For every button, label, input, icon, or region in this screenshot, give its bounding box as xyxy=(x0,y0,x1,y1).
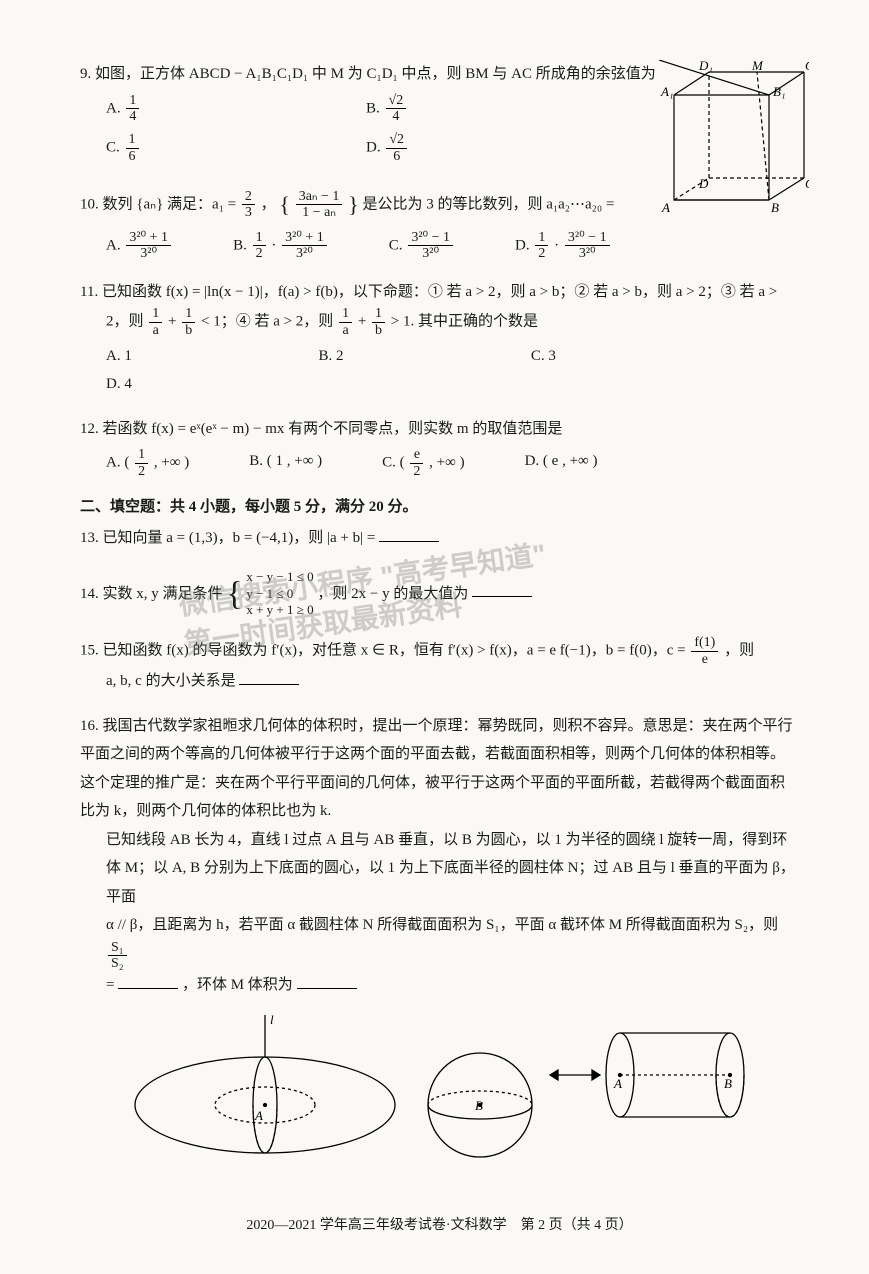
page-footer: 2020—2021 学年高三年级考试卷·文科数学 第 2 页（共 4 页） xyxy=(80,1214,799,1234)
svg-text:l: l xyxy=(270,1012,274,1027)
q16-blank-1 xyxy=(118,973,178,989)
svg-text:C₁: C₁ xyxy=(805,60,809,73)
q16-figures: l A B A B xyxy=(80,1010,799,1191)
q9-num: 9. xyxy=(80,66,91,82)
question-10: 10. 数列 {aₙ} 满足：a₁ = 23 ， { 3aₙ − 11 − aₙ… xyxy=(80,184,799,262)
svg-text:C: C xyxy=(805,176,809,191)
q15-blank xyxy=(239,669,299,685)
q11-opt-a: A. 1 xyxy=(106,342,258,371)
q14-blank xyxy=(472,581,532,597)
q9-stem: 如图，正方体 ABCD − A₁B₁C₁D₁ 中 M 为 C₁D₁ 中点，则 B… xyxy=(95,66,656,82)
question-12: 12. 若函数 f(x) = eˣ(eˣ − m) − mx 有两个不同零点，则… xyxy=(80,415,799,479)
q11-opt-c: C. 3 xyxy=(531,342,683,371)
section-2-title: 二、填空题：共 4 小题，每小题 5 分，满分 20 分。 xyxy=(80,495,799,516)
question-14: 14. 实数 x, y 满足条件 { x − y − 1 ≤ 0 y − 1 ≤… xyxy=(80,569,799,620)
question-15: 15. 已知函数 f(x) 的导函数为 f′(x)，对任意 x ∈ R，恒有 f… xyxy=(80,635,799,695)
q9-opt-b: B. √24 xyxy=(366,89,626,129)
q10-opt-c: C. 3²⁰ − 13²⁰ xyxy=(389,230,455,262)
svg-text:A: A xyxy=(613,1076,622,1091)
q13-blank xyxy=(379,526,439,542)
q10-opt-b: B. 12 · 3²⁰ + 13²⁰ xyxy=(233,230,329,262)
q12-num: 12. xyxy=(80,421,99,437)
question-9: 9. 如图，正方体 ABCD − A₁B₁C₁D₁ 中 M 为 C₁D₁ 中点，… xyxy=(80,60,799,168)
exam-page: A₁ B₁ C₁ D₁ M A B C D 9. 如图，正方体 ABCD − A… xyxy=(0,0,869,1274)
q9-opt-d: D. √26 xyxy=(366,128,626,168)
q12-opt-b: B. ( 1 , +∞ ) xyxy=(249,447,322,479)
q11-opt-d: D. 4 xyxy=(106,370,258,399)
question-16: 16. 我国古代数学家祖暅求几何体的体积时，提出一个原理：幂势既同，则积不容异。… xyxy=(80,712,799,1191)
svg-text:A: A xyxy=(254,1108,263,1123)
q10-opt-d: D. 12 · 3²⁰ − 13²⁰ xyxy=(515,230,612,262)
q11-opt-b: B. 2 xyxy=(318,342,470,371)
q12-opt-d: D. ( e , +∞ ) xyxy=(525,447,598,479)
q16-blank-2 xyxy=(297,973,357,989)
q12-opt-c: C. ( e2 , +∞ ) xyxy=(382,447,464,479)
svg-text:B: B xyxy=(724,1076,732,1091)
question-13: 13. 已知向量 a = (1,3)，b = (−4,1)，则 |a + b| … xyxy=(80,524,799,553)
q10-num: 10. xyxy=(80,196,99,212)
q11-num: 11. xyxy=(80,284,98,300)
q10-opt-a: A. 3²⁰ + 13²⁰ xyxy=(106,230,173,262)
q9-opt-c: C. 16 xyxy=(106,128,366,168)
q12-opt-a: A. ( 12 , +∞ ) xyxy=(106,447,189,479)
q9-opt-a: A. 14 xyxy=(106,89,366,129)
question-11: 11. 已知函数 f(x) = |ln(x − 1)|，f(a) > f(b)，… xyxy=(80,278,799,399)
